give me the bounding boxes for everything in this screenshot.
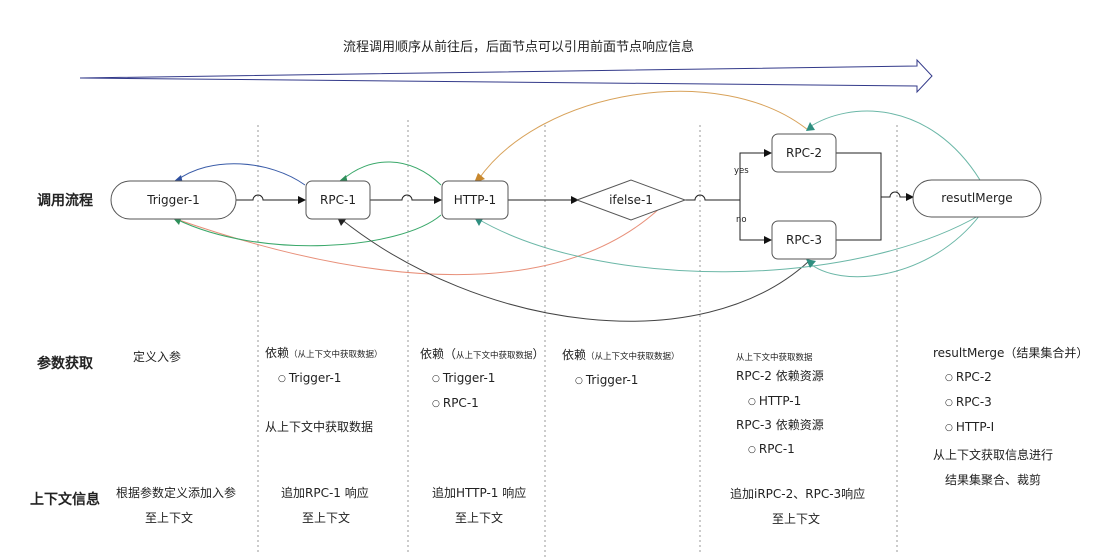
params-col4-head-small: （从上下文中获取数据） bbox=[586, 352, 680, 362]
params-col5-line2: RPC-3 依赖资源 bbox=[736, 418, 824, 432]
params-col3-item-2: RPC-1 bbox=[432, 395, 479, 413]
params-col6-note-2: 结果集聚合、裁剪 bbox=[945, 473, 1042, 487]
params-col1-text: 定义入参 bbox=[133, 350, 182, 364]
ifelse-node bbox=[575, 179, 687, 221]
params-col4-heading: 依赖（从上下文中获取数据） bbox=[562, 347, 680, 365]
merge-node-label: resutlMerge bbox=[941, 191, 1013, 205]
rpc3-node-label: RPC-3 bbox=[786, 233, 822, 247]
ifelse-node-label: ifelse-1 bbox=[609, 193, 653, 207]
context-col3-line1: 追加HTTP-1 响应 bbox=[432, 486, 527, 500]
context-col5-line1: 追加iRPC-2、RPC-3响应 bbox=[730, 487, 866, 501]
rpc3-node bbox=[771, 220, 837, 260]
params-col2-head: 依赖 bbox=[265, 346, 290, 360]
params-col4-head: 依赖 bbox=[562, 348, 587, 362]
rpc2-node-label: RPC-2 bbox=[786, 146, 822, 160]
params-col5-item1: HTTP-1 bbox=[748, 393, 801, 411]
params-col2-head-small: （从上下文中获取数据） bbox=[289, 350, 383, 360]
params-col3-item-1: Trigger-1 bbox=[432, 370, 496, 388]
params-col2-heading: 依赖（从上下文中获取数据） bbox=[265, 345, 383, 363]
params-col6-item-1: RPC-2 bbox=[945, 369, 992, 387]
params-col5-item2: RPC-1 bbox=[748, 441, 795, 459]
flow-direction-arrow bbox=[79, 58, 933, 94]
params-col6-item-3: HTTP-I bbox=[945, 419, 994, 437]
http1-node-label: HTTP-1 bbox=[453, 193, 497, 207]
http1-node bbox=[441, 180, 509, 220]
context-col1-line1: 根据参数定义添加入参 bbox=[116, 486, 237, 500]
params-col3-heading: 依赖（从上下文中获取数据） bbox=[420, 346, 545, 364]
rpc1-node-label: RPC-1 bbox=[320, 193, 356, 207]
context-col3-line2: 至上下文 bbox=[455, 511, 504, 525]
merge-node bbox=[912, 179, 1042, 218]
column-dividers bbox=[257, 120, 898, 558]
branch-label-yes: yes bbox=[734, 166, 749, 176]
params-col6-item-2: RPC-3 bbox=[945, 394, 992, 412]
row-label-context: 上下文信息 bbox=[30, 492, 100, 508]
rpc1-node bbox=[305, 180, 371, 220]
params-col6-note-1: 从上下文获取信息进行 bbox=[933, 448, 1054, 462]
params-col6-heading: resultMerge（结果集合并） bbox=[933, 346, 1089, 360]
params-col4-item: Trigger-1 bbox=[575, 372, 639, 390]
params-col3-head-close: ） bbox=[532, 347, 545, 361]
branch-label-no: no bbox=[736, 215, 747, 225]
context-col2-line1: 追加RPC-1 响应 bbox=[281, 486, 369, 500]
params-col5-line1: RPC-2 依赖资源 bbox=[736, 369, 824, 383]
params-col5-heading: 从上下文中获取数据 bbox=[736, 353, 813, 363]
flow-order-note: 流程调用顺序从前往后，后面节点可以引用前面节点响应信息 bbox=[343, 40, 695, 55]
row-label-params: 参数获取 bbox=[37, 356, 93, 372]
flow-connectors bbox=[236, 149, 914, 244]
reference-curves bbox=[172, 90, 981, 322]
params-col2-note: 从上下文中获取数据 bbox=[265, 420, 374, 434]
context-col5-line2: 至上下文 bbox=[772, 512, 821, 526]
rpc2-node bbox=[771, 133, 837, 173]
params-col2-item: Trigger-1 bbox=[278, 370, 342, 388]
row-label-flow: 调用流程 bbox=[37, 193, 93, 209]
params-col3-head-small: 从上下文中获取数据 bbox=[456, 351, 533, 361]
trigger-node bbox=[110, 180, 237, 220]
trigger-node-label: Trigger-1 bbox=[147, 193, 200, 207]
context-col1-line2: 至上下文 bbox=[145, 511, 194, 525]
context-col2-line2: 至上下文 bbox=[302, 511, 351, 525]
params-col3-head: 依赖（ bbox=[420, 347, 457, 361]
node-shapes bbox=[110, 133, 1042, 260]
